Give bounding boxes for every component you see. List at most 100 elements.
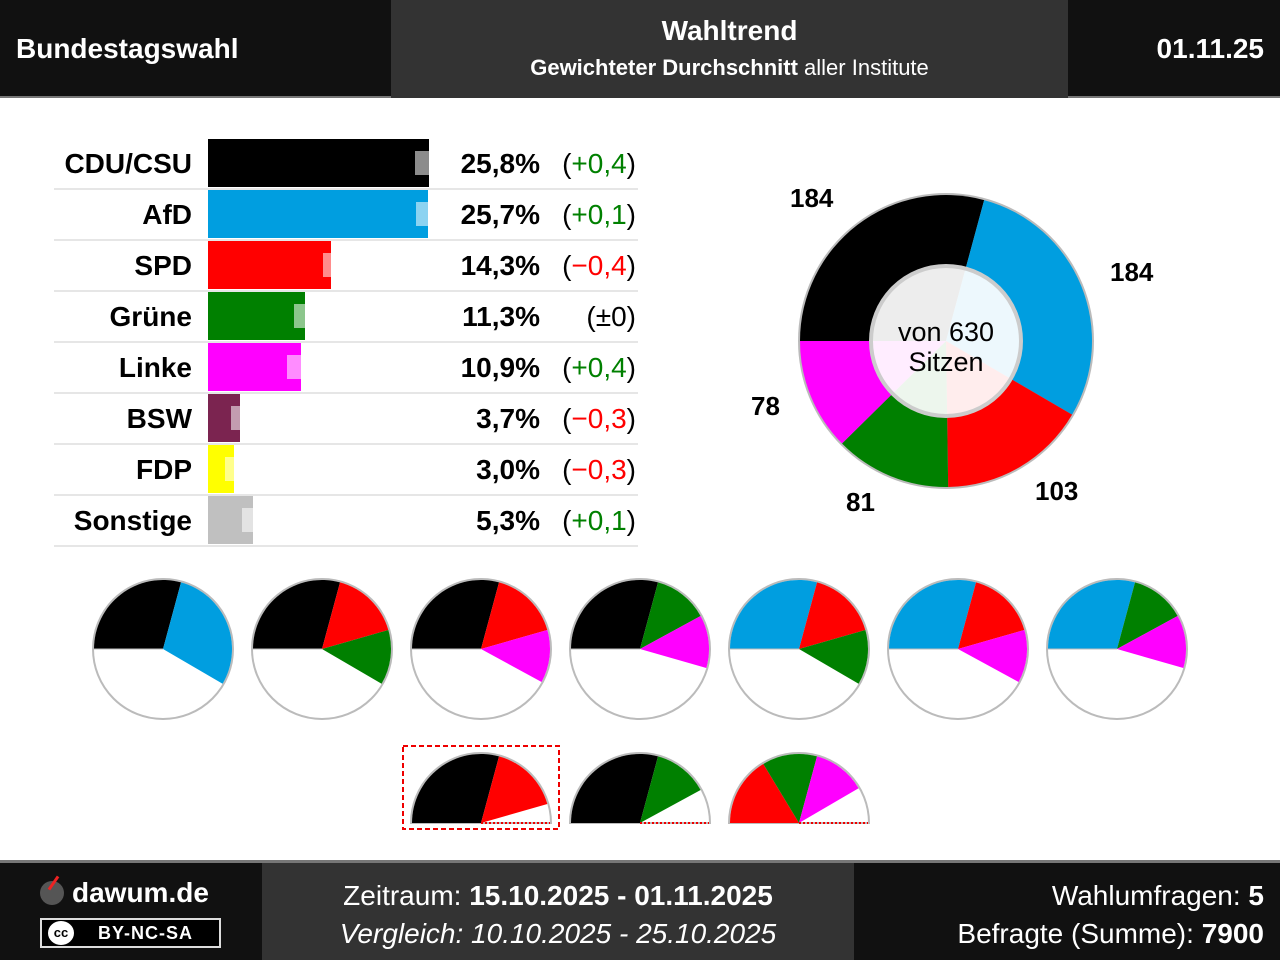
change-value: +0,4 xyxy=(571,352,627,383)
coalition-slice xyxy=(1117,616,1186,669)
party-percent: 3,0% xyxy=(476,454,540,485)
poll-stats: Wahlumfragen: 5 Befragte (Summe): 7900 xyxy=(957,877,1264,953)
donut-center xyxy=(869,264,1023,418)
paren: ( xyxy=(562,352,572,383)
paren: ) xyxy=(626,148,636,179)
party-percent: 10,9% xyxy=(460,352,540,383)
coalition-slice xyxy=(1117,582,1178,649)
party-bar xyxy=(208,241,331,289)
seat-count-label: 78 xyxy=(751,391,780,421)
seat-count-label: 103 xyxy=(1035,476,1079,506)
paren: ) xyxy=(626,250,636,281)
seat-count-label: 184 xyxy=(790,183,834,213)
party-name: Grüne xyxy=(109,301,192,332)
coalition-slice xyxy=(730,580,818,649)
party-change: (+0,4) xyxy=(562,352,636,384)
party-change: (+0,1) xyxy=(562,505,636,537)
party-percent: 5,3% xyxy=(476,505,540,536)
party-row: Linke 10,9% (+0,4) xyxy=(54,343,638,394)
header: Bundestagswahl Wahltrend Gewichteter Dur… xyxy=(0,0,1280,98)
party-change: (+0,1) xyxy=(562,199,636,231)
previous-value-marker xyxy=(322,253,345,277)
party-name: BSW xyxy=(126,403,192,434)
coalition-slice xyxy=(799,756,859,823)
paren: ( xyxy=(562,250,572,281)
party-row: SPD 14,3% (−0,4) xyxy=(54,241,638,292)
coalition-slice xyxy=(763,754,818,823)
change-value: ±0 xyxy=(595,301,627,332)
coalition-slice xyxy=(481,582,548,649)
party-percent: 11,3% xyxy=(462,301,540,332)
party-bar xyxy=(208,139,430,187)
coalition-slice xyxy=(640,616,710,669)
respondents-count: 7900 xyxy=(1201,918,1264,949)
period-value: 15.10.2025 - 01.11.2025 xyxy=(469,880,773,911)
coalition-slice xyxy=(481,629,551,682)
paren: ( xyxy=(562,454,572,485)
party-name: Sonstige xyxy=(73,505,192,536)
coalition-slice xyxy=(412,754,500,823)
seat-total-label2: Sitzen xyxy=(908,347,983,377)
paren: ) xyxy=(626,454,636,485)
paren: ( xyxy=(562,148,572,179)
date: 01.11.25 xyxy=(1156,33,1264,64)
cc-icon: cc xyxy=(48,921,74,945)
coalition-slice xyxy=(958,629,1027,682)
coalition-slice xyxy=(1048,580,1136,649)
coalition-slice xyxy=(571,580,659,649)
coalition-slice xyxy=(163,582,232,684)
dawum-logo[interactable]: dawum.de xyxy=(40,875,209,909)
license-badge[interactable]: cc BY-NC-SA xyxy=(40,918,221,948)
party-change: (−0,3) xyxy=(562,403,636,435)
party-percent: 25,8% xyxy=(460,148,540,179)
party-name: SPD xyxy=(134,250,192,281)
party-bar xyxy=(208,292,305,340)
paren: ) xyxy=(626,403,636,434)
current-government-highlight xyxy=(402,745,560,830)
change-value: +0,1 xyxy=(571,505,627,536)
change-value: +0,4 xyxy=(571,148,627,179)
party-name: AfD xyxy=(142,199,192,230)
election-title: Bundestagswahl xyxy=(16,33,239,64)
change-value: −0,4 xyxy=(571,250,627,281)
license-text: BY-NC-SA xyxy=(98,923,194,943)
party-change: (±0) xyxy=(586,301,636,333)
party-percent: 3,7% xyxy=(476,403,540,434)
coalition-slice xyxy=(889,580,977,649)
paren: ) xyxy=(626,352,636,383)
party-percent: 25,7% xyxy=(460,199,540,230)
polls-label: Wahlumfragen: xyxy=(1051,880,1249,911)
previous-value-marker xyxy=(293,304,316,328)
seat-count-label: 81 xyxy=(846,487,875,517)
previous-value-marker xyxy=(416,202,439,226)
party-bar xyxy=(208,190,429,238)
subtitle-bold: Gewichteter Durchschnitt xyxy=(530,55,798,80)
paren: ) xyxy=(626,301,636,332)
coalition-slice xyxy=(94,580,182,649)
party-bar xyxy=(208,343,302,391)
compare-period: Vergleich: 10.10.2025 - 25.10.2025 xyxy=(339,918,777,949)
change-value: −0,3 xyxy=(571,403,627,434)
change-value: +0,1 xyxy=(571,199,627,230)
coalition-slice xyxy=(322,582,389,649)
paren: ) xyxy=(626,199,636,230)
previous-value-marker xyxy=(286,355,309,379)
paren: ) xyxy=(626,505,636,536)
paren: ( xyxy=(562,403,572,434)
party-row: CDU/CSU 25,8% (+0,4) xyxy=(54,139,638,190)
party-row: FDP 3,0% (−0,3) xyxy=(54,445,638,496)
paren: ( xyxy=(562,199,572,230)
paren: ( xyxy=(562,505,572,536)
coalition-slice xyxy=(412,580,500,649)
coalition-slice xyxy=(253,580,341,649)
previous-value-marker xyxy=(225,457,248,481)
pie-logo-icon xyxy=(40,875,64,905)
coalition-slice xyxy=(799,629,868,684)
party-row: BSW 3,7% (−0,3) xyxy=(54,394,638,445)
period-info: Zeitraum: 15.10.2025 - 01.11.2025 Vergle… xyxy=(262,863,854,960)
party-change: (−0,4) xyxy=(562,250,636,282)
coalition-slice xyxy=(640,582,701,649)
seat-total-label: von 630 xyxy=(898,317,994,347)
party-name: Linke xyxy=(118,352,192,383)
